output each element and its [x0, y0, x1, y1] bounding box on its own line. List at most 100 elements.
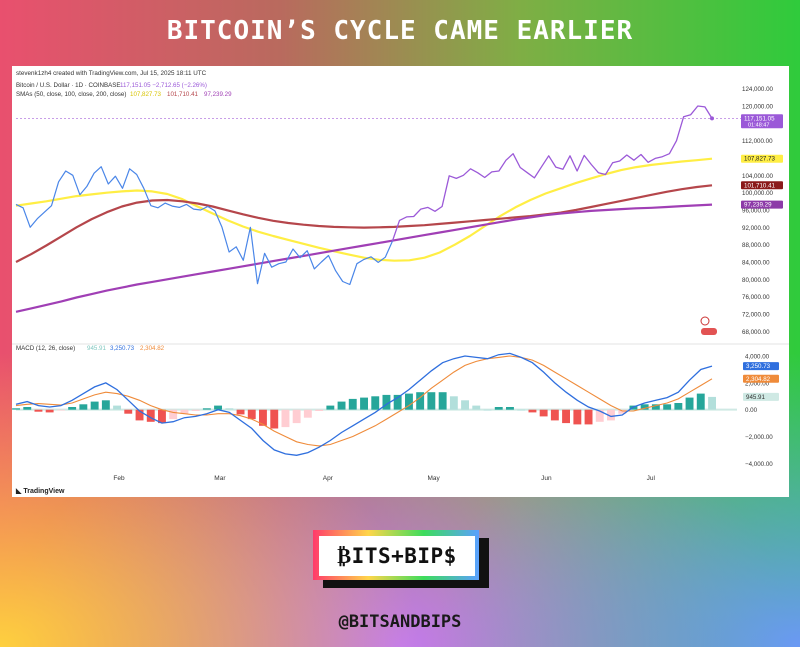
macd-value-tag-label: 945.91	[746, 394, 765, 401]
price-ytick-label: 120,000.00	[742, 104, 774, 111]
macd-histogram-bar	[180, 409, 189, 414]
macd-histogram-bar	[360, 397, 368, 410]
macd-histogram-bar	[371, 396, 380, 410]
macd-ytick-label: 4,000.00	[745, 354, 770, 361]
macd-legend-hist: 945.91	[87, 345, 106, 352]
price-ytick-label: 104,000.00	[742, 173, 774, 180]
price-value-tag-sub: 01:48:47	[748, 122, 769, 128]
macd-ytick-label: 2,000.00	[745, 380, 770, 387]
macd-histogram-bar	[663, 404, 672, 410]
macd-histogram-bar	[146, 409, 155, 422]
event-icon	[700, 316, 710, 326]
macd-histogram-bar	[416, 392, 425, 410]
macd-histogram-bar	[708, 396, 716, 410]
x-tick-label: Apr	[323, 475, 334, 482]
social-handle: @BITSANDBIPS	[338, 612, 462, 632]
macd-ytick-label: 0.00	[745, 407, 758, 414]
macd-value-tag	[743, 374, 779, 383]
macd-histogram-bar	[405, 393, 413, 410]
macd-histogram-bar	[292, 409, 301, 424]
macd-histogram-bar	[113, 405, 121, 410]
macd-histogram-bar	[12, 408, 20, 410]
macd-histogram-bar	[337, 401, 346, 410]
macd-histogram-bar	[79, 404, 88, 410]
price-ytick-label: 88,000.00	[742, 242, 770, 249]
macd-legend-signal: 2,304.82	[140, 345, 165, 352]
macd-histogram-bar	[158, 409, 166, 424]
macd-histogram-bar	[57, 409, 65, 411]
price-value-tag	[741, 154, 783, 163]
macd-histogram-bar	[640, 404, 649, 410]
sma100-legend-value: 101,710.41	[167, 91, 199, 98]
macd-value-tag	[743, 392, 779, 401]
price-value-tag-label: 101,710.41	[744, 182, 776, 189]
macd-histogram-bar	[449, 396, 458, 410]
tradingview-footer: ◣ TradingView	[15, 488, 65, 495]
flag-icon	[701, 328, 717, 335]
macd-histogram-bar	[517, 409, 526, 411]
macd-value-tag	[743, 362, 779, 371]
price-value-tag-label: 117,151.05	[744, 115, 775, 122]
macd-histogram-bar	[595, 409, 604, 422]
price-ytick-label: 96,000.00	[742, 208, 770, 215]
price-line-early	[15, 166, 393, 286]
macd-histogram-bar	[393, 394, 402, 410]
chart-watermark: stevenk1zh4 created with TradingView.com…	[16, 70, 207, 77]
macd-histogram-bar	[483, 409, 492, 411]
macd-histogram-bar	[270, 409, 279, 429]
sma50-legend-value: 107,827.73	[130, 91, 162, 98]
macd-histogram-bar	[438, 392, 447, 410]
logo-text: ₿ITS+BIP$	[319, 536, 475, 576]
macd-histogram-bar	[303, 409, 312, 418]
macd-histogram-bar	[573, 409, 582, 425]
x-tick-label: Jul	[647, 475, 656, 482]
macd-ytick-label: −2,000.00	[745, 434, 773, 441]
macd-histogram-bar	[281, 409, 290, 428]
sma-line-3	[15, 203, 713, 313]
macd-histogram-bar	[90, 401, 99, 410]
macd-histogram-bar	[607, 409, 615, 421]
page-title: BITCOIN’S CYCLE CAME EARLIER	[166, 16, 634, 46]
macd-legend-title: MACD (12, 26, close)	[16, 345, 75, 352]
price-ytick-label: 68,000.00	[742, 329, 770, 336]
macd-ytick-label: −4,000.00	[745, 461, 773, 468]
macd-histogram-bar	[382, 394, 391, 410]
macd-histogram-bar	[472, 405, 481, 410]
price-value-tag-label: 97,239.29	[744, 202, 772, 209]
macd-histogram-bar	[696, 393, 705, 410]
price-value-tag	[741, 200, 783, 209]
macd-histogram-bar	[427, 392, 436, 410]
macd-histogram-bar	[214, 405, 222, 410]
macd-histogram-bar	[135, 409, 144, 421]
macd-histogram-bar	[191, 409, 200, 411]
price-ytick-label: 84,000.00	[742, 260, 770, 267]
macd-histogram-bar	[348, 398, 357, 410]
x-tick-label: Mar	[214, 475, 226, 482]
x-tick-label: May	[427, 475, 440, 482]
macd-histogram-bar	[326, 405, 335, 410]
macd-value-tag-label: 2,304.82	[746, 376, 771, 383]
macd-histogram-bar	[259, 409, 267, 426]
macd-histogram-bar	[618, 409, 627, 414]
price-ytick-label: 112,000.00	[742, 138, 773, 145]
price-line	[391, 105, 713, 242]
price-ytick-label: 72,000.00	[742, 312, 770, 319]
sma-legend-title: SMAs (50, close, 100, close, 200, close)	[16, 91, 126, 98]
macd-histogram-bar	[68, 407, 77, 410]
price-value-tag-label: 107,827.73	[744, 156, 776, 163]
bits-and-bips-logo: ₿ITS+BIP$	[313, 530, 489, 588]
macd-signal-line	[15, 355, 713, 447]
x-tick-label: Feb	[113, 475, 125, 482]
price-value-tag	[741, 181, 783, 190]
macd-histogram-bar	[550, 409, 559, 421]
macd-histogram-bar	[23, 407, 32, 410]
chart-panel: stevenk1zh4 created with TradingView.com…	[12, 66, 789, 497]
macd-histogram-bar	[685, 397, 694, 410]
price-ytick-label: 80,000.00	[742, 277, 770, 284]
macd-histogram-bar	[651, 404, 660, 410]
price-ytick-label: 124,000.00	[742, 86, 774, 93]
macd-histogram-bar	[584, 409, 593, 425]
macd-legend-macd: 3,250.73	[110, 345, 135, 352]
macd-histogram-bar	[528, 409, 537, 413]
tradingview-chart: stevenk1zh4 created with TradingView.com…	[12, 70, 789, 495]
